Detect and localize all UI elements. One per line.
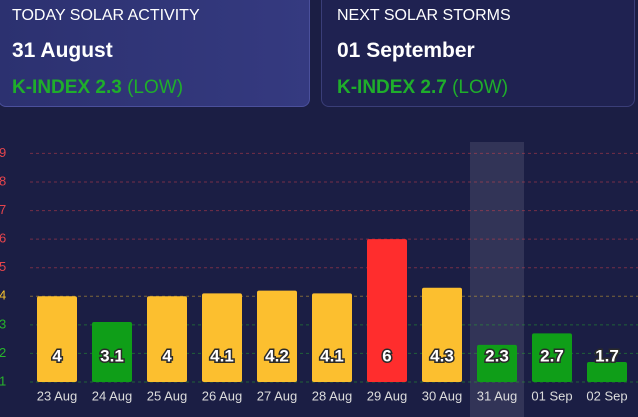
card-label: NEXT SOLAR STORMS [337, 7, 511, 24]
bar [587, 362, 627, 382]
value-label: 4.3 [430, 346, 454, 365]
value-label: 4.1 [320, 346, 344, 365]
bar [147, 296, 187, 382]
y-tick-label: 5 [0, 259, 6, 274]
bar [202, 293, 242, 382]
value-label: 2.3 [485, 346, 509, 365]
x-tick-label: 30 Aug [422, 388, 463, 403]
x-tick-label: 25 Aug [147, 388, 188, 403]
card-label: TODAY SOLAR ACTIVITY [12, 7, 200, 24]
y-tick-label: 6 [0, 231, 6, 246]
bar [257, 290, 297, 382]
value-label: 4 [52, 346, 62, 365]
value-label: 1.7 [595, 346, 619, 365]
k-index-level: (LOW) [452, 77, 509, 98]
x-tick-label: 02 Sep [586, 388, 627, 403]
y-tick-label: 9 [0, 145, 6, 160]
card-date: 31 August [12, 39, 113, 62]
next-card: NEXT SOLAR STORMS 01 September K-INDEX 2… [321, 0, 635, 107]
k-index-level: (LOW) [127, 77, 184, 98]
x-tick-label: 23 Aug [37, 388, 78, 403]
value-label: 2.7 [540, 346, 564, 365]
x-tick-label: 24 Aug [92, 388, 133, 403]
x-tick-label: 01 Sep [531, 388, 572, 403]
bar [477, 344, 517, 382]
x-tick-label: 29 Aug [367, 388, 408, 403]
value-label: 4.1 [210, 346, 234, 365]
x-tick-label: 31 Aug [477, 388, 518, 403]
k-index: K-INDEX 2.3 (LOW) [12, 77, 309, 99]
k-index-value: K-INDEX 2.3 [12, 77, 122, 98]
value-label: 6 [382, 346, 391, 365]
y-tick-label: 7 [0, 202, 6, 217]
y-tick-label: 2 [0, 345, 6, 360]
bar [367, 239, 407, 382]
value-label: 3.1 [100, 346, 124, 365]
bar [37, 296, 77, 382]
bar [422, 287, 462, 382]
bar [312, 293, 352, 382]
k-index: K-INDEX 2.7 (LOW) [337, 77, 634, 99]
y-tick-label: 4 [0, 288, 6, 303]
y-tick-label: 3 [0, 316, 6, 331]
x-tick-label: 27 Aug [257, 388, 298, 403]
bar [532, 333, 572, 382]
x-tick-label: 26 Aug [202, 388, 243, 403]
y-tick-label: 1 [0, 373, 6, 388]
today-card: TODAY SOLAR ACTIVITY 31 August K-INDEX 2… [0, 0, 310, 107]
card-date: 01 September [337, 39, 475, 62]
value-label: 4.2 [265, 346, 289, 365]
x-tick-label: 28 Aug [312, 388, 353, 403]
bar [92, 322, 132, 382]
value-label: 4 [162, 346, 172, 365]
k-index-value: K-INDEX 2.7 [337, 77, 447, 98]
y-tick-label: 8 [0, 173, 6, 188]
